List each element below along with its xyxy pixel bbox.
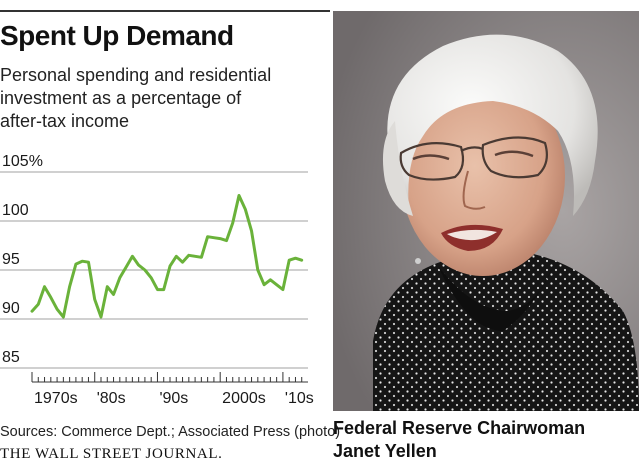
x-tick-label: '80s	[97, 390, 126, 407]
y-tick-label: 95	[2, 251, 20, 268]
subtitle-line-3: after-tax income	[0, 111, 130, 131]
caption-line-1: Federal Reserve Chairwoman	[333, 418, 586, 438]
y-tick-label: 100	[2, 202, 29, 219]
chart-subtitle: Personal spending and residential invest…	[0, 64, 330, 133]
chart-title: Spent Up Demand	[0, 20, 234, 51]
x-tick-label: 2000s	[222, 390, 266, 407]
x-tick-label: '90s	[159, 390, 188, 407]
subtitle-line-2: investment as a percentage of	[0, 88, 242, 108]
y-tick-label: 105%	[2, 153, 43, 170]
x-tick-label: 1970s	[34, 390, 78, 407]
sources-note: Sources: Commerce Dept.; Associated Pres…	[0, 424, 341, 440]
x-tick-label: '10s	[285, 390, 314, 407]
y-tick-label: 85	[2, 349, 20, 366]
photo-caption: Federal Reserve Chairwoman Janet Yellen	[333, 417, 640, 463]
publisher-logo: THE WALL STREET JOURNAL.	[0, 446, 223, 462]
top-rule	[0, 10, 330, 12]
yellen-photo	[333, 11, 639, 411]
line-chart: 85 90 95 100 105% 1970s '80s '90s 2000s '10s	[0, 153, 314, 407]
y-tick-label: 90	[2, 300, 20, 317]
series-line	[30, 194, 304, 319]
caption-line-2: Janet Yellen	[333, 441, 437, 461]
subtitle-line-1: Personal spending and residential	[0, 65, 272, 85]
